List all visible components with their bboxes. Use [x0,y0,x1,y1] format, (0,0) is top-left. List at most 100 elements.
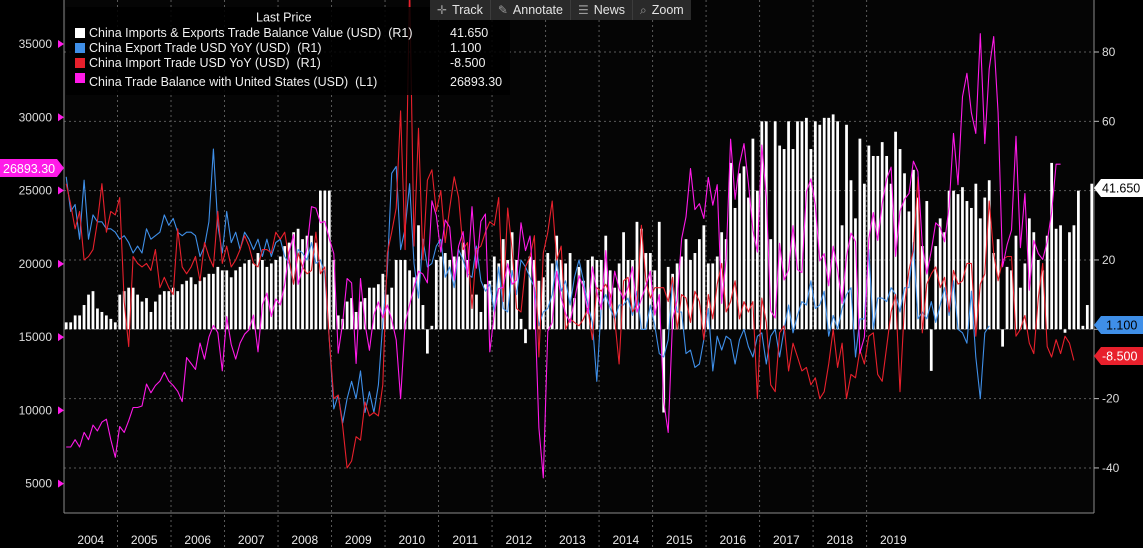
bar [323,190,327,330]
bar [403,259,407,330]
bar [229,277,233,330]
right-badge-balance: 41.650 [1094,179,1143,197]
bar [417,225,420,330]
left-tick-marker [58,479,64,488]
bar [974,183,978,330]
bar [189,277,193,330]
bar [961,187,964,330]
x-tick-label: 2008 [291,533,318,547]
bar [475,294,478,330]
bar [176,291,180,330]
bar [207,273,211,330]
bar [755,190,759,330]
bar [805,117,808,330]
bar [827,117,831,330]
legend-title: Last Price [256,11,312,25]
bar [1032,232,1036,330]
bar [715,256,719,330]
bar [305,235,309,330]
left-axis: 5000 10000 15000 20000 25000 30000 35000 [19,0,65,513]
bar [261,259,264,330]
bar [466,259,469,330]
left-tick-label: 5000 [25,477,52,491]
legend-label-export: China Export Trade USD YoY (USD) (R1) [89,41,322,55]
bar [1081,325,1085,330]
bar [747,197,750,330]
track-button[interactable]: ✛ Track [430,0,491,20]
bar [171,287,175,330]
bar [680,256,683,330]
bar [234,270,238,330]
x-tick-label: 2016 [719,533,746,547]
bar [385,294,389,330]
bar [327,190,331,330]
bar [345,301,349,330]
bar [390,287,394,330]
legend: Last Price China Imports & Exports Trade… [66,7,510,95]
legend-label-import: China Import Trade USD YoY (USD) (R1) [89,56,321,70]
bar [666,266,670,330]
magnifier-icon: ⌕ [640,2,647,17]
right-badge-balance-text: 41.650 [1102,182,1140,196]
left-badge-text: 26893.30 [3,162,55,176]
x-tick-label: 2017 [773,533,800,547]
bar [952,190,955,330]
bar [426,329,429,354]
x-tick-label: 2014 [612,533,639,547]
bar [862,183,866,330]
bar [368,287,371,330]
legend-value-export: 1.100 [450,41,481,55]
bar [439,256,443,330]
bar [702,225,706,330]
x-tick-label: 2004 [77,533,104,547]
annotate-button[interactable]: ✎ Annotate [491,0,571,20]
x-tick-label: 2005 [131,533,158,547]
right-badge-import-shape [1094,347,1143,365]
bar [738,173,741,330]
bar [546,253,550,330]
bar [194,284,197,330]
bar [443,253,447,330]
bar [1050,162,1054,330]
x-tick-label: 2013 [559,533,586,547]
bar [599,259,603,330]
bar [889,183,893,330]
bar [1019,287,1022,330]
bar [131,287,135,330]
x-tick-label: 2019 [880,533,907,547]
bar [448,259,452,330]
bar [1054,228,1058,330]
bar [996,239,1000,330]
bar [849,180,853,330]
bar [1023,263,1027,330]
zoom-button[interactable]: ⌕ Zoom [633,0,691,20]
bar [840,225,844,330]
legend-swatch-export [75,43,85,53]
bar [118,294,122,330]
bar [238,266,242,330]
bar [573,298,576,330]
legend-value-us-balance: 26893.30 [450,75,502,89]
right-tick-label: -20 [1102,392,1120,406]
bar [363,298,367,330]
bar [920,246,924,330]
bar [64,322,68,330]
bar [617,263,621,330]
bar [381,273,385,330]
bar [1059,225,1062,330]
left-badge-shape [0,159,64,177]
bar [871,155,875,330]
bar [265,266,269,330]
news-button[interactable]: ☰ News [571,0,633,20]
bar [782,149,786,330]
bar [96,308,99,330]
zoom-label: Zoom [651,3,684,17]
right-badge-export-text: 1.100 [1106,319,1137,333]
legend-value-import: -8.500 [450,56,485,70]
bar [497,263,501,330]
bar [1005,266,1009,330]
news-label: News [593,3,625,17]
right-tick-label: 60 [1102,114,1116,128]
bar [256,253,260,330]
bar [336,315,340,330]
